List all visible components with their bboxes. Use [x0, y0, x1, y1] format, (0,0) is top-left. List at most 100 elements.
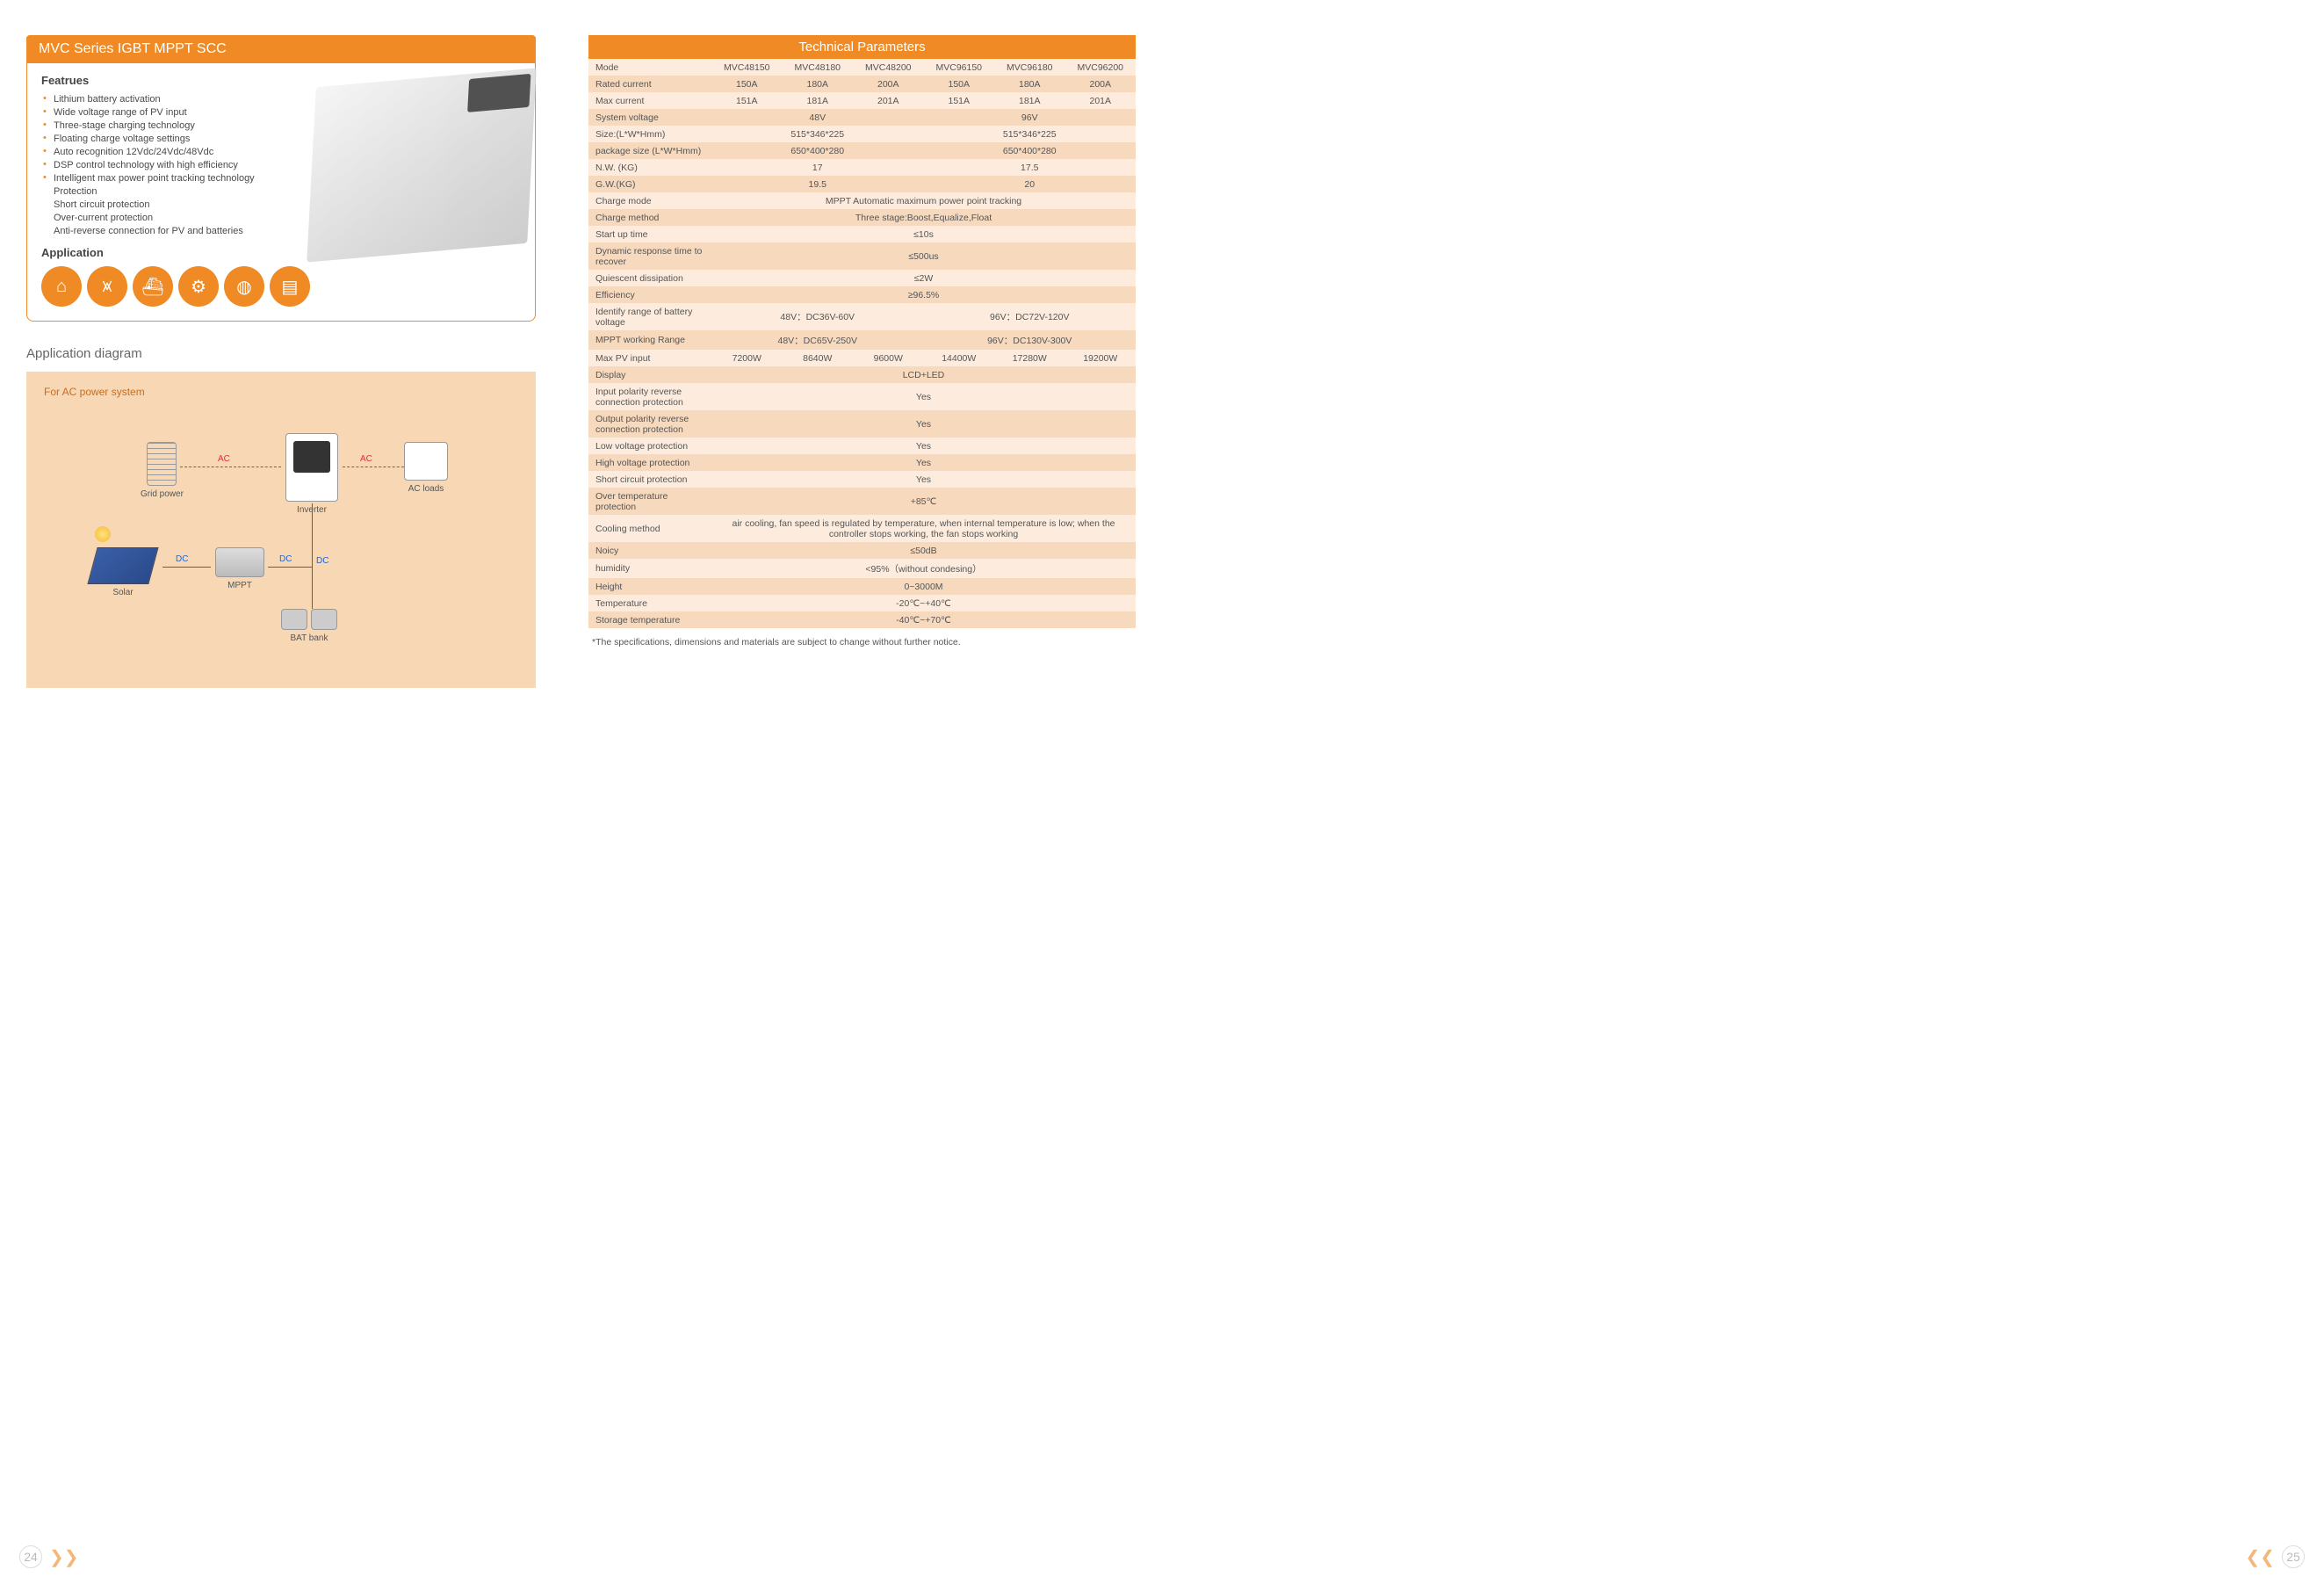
table-row: Low voltage protectionYes — [588, 438, 1136, 454]
table-cell: 515*346*225 — [711, 126, 924, 142]
table-row: Dynamic response time to recover≤500us — [588, 242, 1136, 270]
table-cell: MVC48150 — [711, 59, 783, 76]
feature-item: Short circuit protection — [41, 198, 305, 211]
label-dc-3: DC — [279, 554, 292, 564]
table-cell: Yes — [711, 438, 1136, 454]
row-label: Quiescent dissipation — [588, 270, 711, 286]
table-row: Efficiency≥96.5% — [588, 286, 1136, 303]
row-label: Max current — [588, 92, 711, 109]
table-row: package size (L*W*Hmm)650*400*280650*400… — [588, 142, 1136, 159]
table-cell: 181A — [783, 92, 854, 109]
table-cell: MVC96150 — [924, 59, 995, 76]
feature-item: Wide voltage range of PV input — [41, 105, 305, 119]
table-cell: 650*400*280 — [924, 142, 1137, 159]
table-row: Identify range of battery voltage48V：DC3… — [588, 303, 1136, 330]
label-dc-1: DC — [316, 556, 328, 566]
table-cell: 9600W — [853, 350, 924, 366]
page-footer: 24 ❯❯ ❮❮ 25 — [0, 1545, 2324, 1568]
line-mppt-junction — [268, 567, 312, 568]
row-label: package size (L*W*Hmm) — [588, 142, 711, 159]
row-label: Efficiency — [588, 286, 711, 303]
table-row: Output polarity reverse connection prote… — [588, 410, 1136, 438]
table-row: Noicy≤50dB — [588, 542, 1136, 559]
table-cell: 20 — [924, 176, 1137, 192]
row-label: Temperature — [588, 595, 711, 611]
line-down-bat — [312, 587, 313, 609]
table-cell: 17 — [711, 159, 924, 176]
table-cell: ≤10s — [711, 226, 1136, 242]
ship-icon: ⛴ — [133, 266, 173, 307]
row-label: System voltage — [588, 109, 711, 126]
table-row: Max PV input7200W8640W9600W14400W17280W1… — [588, 350, 1136, 366]
table-cell: Yes — [711, 383, 1136, 410]
table-cell: 200A — [1065, 76, 1137, 92]
row-label: MPPT working Range — [588, 330, 711, 350]
factory-icon: ⚙ — [178, 266, 219, 307]
table-cell: 7200W — [711, 350, 783, 366]
table-row: Cooling methodair cooling, fan speed is … — [588, 515, 1136, 542]
table-cell: 201A — [853, 92, 924, 109]
table-row: Short circuit protectionYes — [588, 471, 1136, 488]
page-number-right: 25 — [2282, 1545, 2305, 1568]
table-cell: LCD+LED — [711, 366, 1136, 383]
right-column: Technical Parameters ModeMVC48150MVC4818… — [588, 35, 1136, 688]
row-label: Cooling method — [588, 515, 711, 542]
row-label: Start up time — [588, 226, 711, 242]
row-label: Height — [588, 578, 711, 595]
feature-item: Over-current protection — [41, 211, 305, 224]
tower-icon: ⩙ — [87, 266, 127, 307]
diagram-section-heading: Application diagram — [26, 346, 536, 361]
label-dc-2: DC — [176, 554, 188, 564]
row-label: humidity — [588, 559, 711, 578]
line-inverter-down — [312, 503, 313, 587]
table-cell: 151A — [711, 92, 783, 109]
row-label: Mode — [588, 59, 711, 76]
table-cell: -40℃~+70℃ — [711, 611, 1136, 628]
table-row: Height0~3000M — [588, 578, 1136, 595]
table-cell: ≤50dB — [711, 542, 1136, 559]
home-icon: ⌂ — [41, 266, 82, 307]
table-cell: 181A — [994, 92, 1065, 109]
row-label: Rated current — [588, 76, 711, 92]
table-cell: ≤2W — [711, 270, 1136, 286]
table-cell: 96V — [924, 109, 1137, 126]
feature-item: Floating charge voltage settings — [41, 132, 305, 145]
left-column: MVC Series IGBT MPPT SCC Featrues Lithiu… — [26, 35, 536, 688]
row-label: Dynamic response time to recover — [588, 242, 711, 270]
table-cell: Yes — [711, 471, 1136, 488]
node-solar: Solar — [92, 547, 154, 597]
table-cell: Three stage:Boost,Equalize,Float — [711, 209, 1136, 226]
product-photo — [307, 68, 537, 262]
table-cell: +85℃ — [711, 488, 1136, 515]
row-label: Charge method — [588, 209, 711, 226]
table-row: Input polarity reverse connection protec… — [588, 383, 1136, 410]
arrow-left-icon: ❮❮ — [2245, 1546, 2275, 1568]
feature-item: DSP control technology with high efficie… — [41, 158, 305, 171]
label-grid: Grid power — [141, 489, 184, 499]
table-cell: 515*346*225 — [924, 126, 1137, 142]
table-cell: 0~3000M — [711, 578, 1136, 595]
product-title-bar: MVC Series IGBT MPPT SCC — [26, 35, 536, 63]
table-row: G.W.(KG)19.520 — [588, 176, 1136, 192]
table-row: Start up time≤10s — [588, 226, 1136, 242]
table-cell: 19200W — [1065, 350, 1137, 366]
table-row: Storage temperature-40℃~+70℃ — [588, 611, 1136, 628]
table-row: High voltage protectionYes — [588, 454, 1136, 471]
arrow-right-icon: ❯❯ — [49, 1546, 79, 1568]
label-ac-2: AC — [360, 454, 372, 464]
line-solar-mppt — [162, 567, 211, 568]
label-acloads: AC loads — [408, 484, 444, 494]
table-cell: 200A — [853, 76, 924, 92]
table-row: Size:(L*W*Hmm)515*346*225515*346*225 — [588, 126, 1136, 142]
application-diagram: Grid power AC Inverter AC AC loads DC — [44, 416, 518, 662]
table-cell: 17.5 — [924, 159, 1137, 176]
table-row: Charge modeMPPT Automatic maximum power … — [588, 192, 1136, 209]
table-cell: 150A — [711, 76, 783, 92]
row-label: Display — [588, 366, 711, 383]
row-label: G.W.(KG) — [588, 176, 711, 192]
table-cell: MVC48180 — [783, 59, 854, 76]
table-cell: 48V：DC65V-250V — [711, 330, 924, 350]
features-box: Featrues Lithium battery activationWide … — [26, 63, 536, 322]
label-solar: Solar — [112, 588, 133, 597]
node-ac-loads: AC loads — [404, 442, 448, 494]
